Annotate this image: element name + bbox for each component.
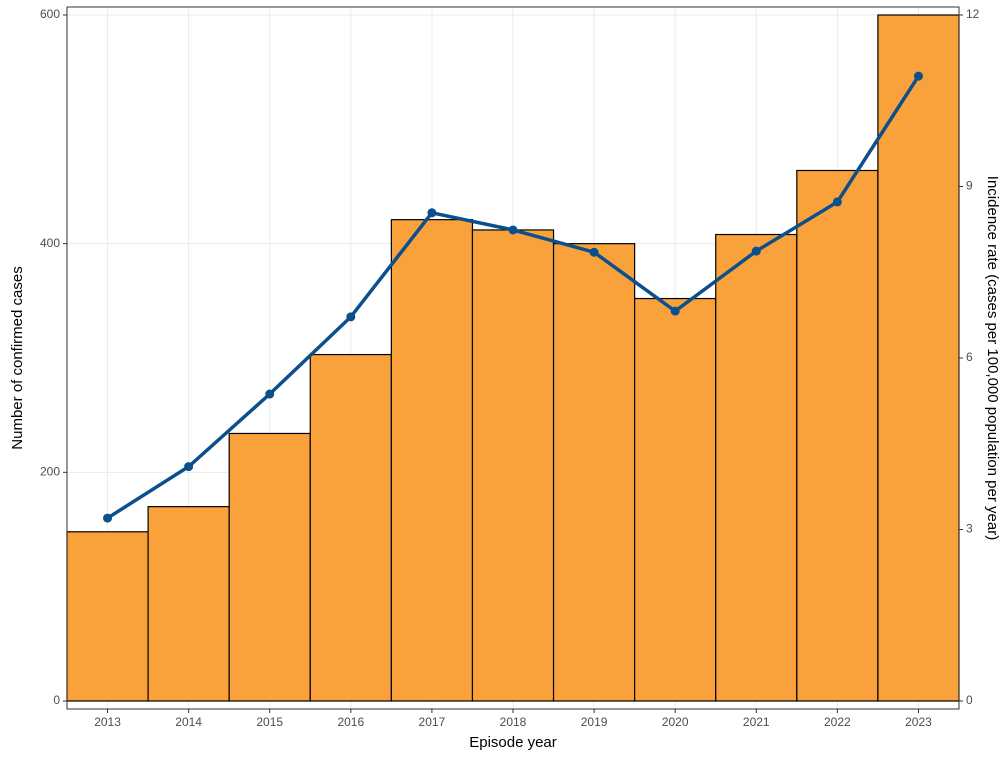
- point: [103, 513, 113, 523]
- point: [346, 312, 356, 322]
- y-tick-label: 600: [40, 7, 60, 21]
- y-axis-title: Number of confirmed cases: [9, 266, 26, 449]
- x-tick-label: 2020: [662, 715, 689, 729]
- y2-tick-label: 6: [966, 350, 973, 364]
- y2-tick-label: 0: [966, 693, 973, 707]
- x-axis-title: Episode year: [469, 734, 557, 751]
- y-tick-label: 400: [40, 236, 60, 250]
- x-tick-label: 2018: [500, 715, 527, 729]
- bar: [634, 297, 717, 702]
- bar: [66, 531, 149, 702]
- point: [913, 71, 923, 81]
- marks: [66, 14, 960, 702]
- point: [508, 225, 518, 235]
- bar: [309, 353, 392, 702]
- x-tick-label: 2013: [94, 715, 121, 729]
- point: [265, 389, 275, 399]
- y2-tick-label: 9: [966, 179, 973, 193]
- x-tick-label: 2017: [419, 715, 446, 729]
- y-tick-label: 200: [40, 465, 60, 479]
- bar: [877, 14, 960, 702]
- x-tick-label: 2016: [337, 715, 364, 729]
- x-tick-label: 2019: [581, 715, 608, 729]
- y-tick-label: 0: [53, 693, 60, 707]
- point: [184, 462, 194, 472]
- x-tick-label: 2015: [256, 715, 283, 729]
- bar: [796, 169, 879, 702]
- point: [670, 306, 680, 316]
- bar: [147, 506, 230, 702]
- point: [832, 197, 842, 207]
- bar: [715, 233, 798, 702]
- bar: [228, 432, 311, 702]
- bar: [390, 219, 474, 702]
- y2-tick-label: 3: [966, 522, 973, 536]
- x-tick-label: 2021: [743, 715, 770, 729]
- point: [751, 246, 761, 256]
- x-tick-label: 2023: [905, 715, 932, 729]
- x-tick-label: 2022: [824, 715, 851, 729]
- bar: [471, 229, 555, 702]
- point: [589, 247, 599, 257]
- x-tick-label: 2014: [175, 715, 202, 729]
- y2-tick-label: 12: [966, 7, 980, 21]
- point: [427, 208, 437, 218]
- y2-axis-title: Incidence rate (cases per 100,000 popula…: [984, 176, 1001, 540]
- bar: [552, 243, 636, 702]
